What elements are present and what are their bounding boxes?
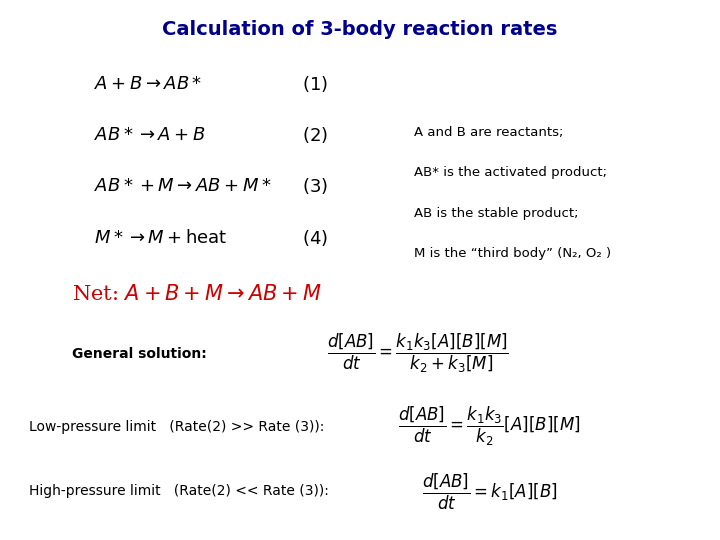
Text: $A + B \rightarrow AB*$: $A + B \rightarrow AB*$ (94, 75, 202, 93)
Text: Calculation of 3-body reaction rates: Calculation of 3-body reaction rates (162, 20, 558, 39)
Text: A and B are reactants;: A and B are reactants; (414, 126, 563, 139)
Text: $(4)$: $(4)$ (302, 227, 328, 248)
Text: $(1)$: $(1)$ (302, 73, 328, 94)
Text: Low-pressure limit   (Rate(2) >> Rate (3)):: Low-pressure limit (Rate(2) >> Rate (3))… (29, 420, 324, 434)
Text: AB* is the activated product;: AB* is the activated product; (414, 166, 607, 179)
Text: $AB* \rightarrow A + B$: $AB* \rightarrow A + B$ (94, 126, 205, 144)
Text: AB is the stable product;: AB is the stable product; (414, 207, 578, 220)
Text: General solution:: General solution: (72, 347, 207, 361)
Text: M is the “third body” (N₂, O₂ ): M is the “third body” (N₂, O₂ ) (414, 247, 611, 260)
Text: High-pressure limit   (Rate(2) << Rate (3)):: High-pressure limit (Rate(2) << Rate (3)… (29, 484, 328, 498)
Text: $M* \rightarrow M + \mathrm{heat}$: $M* \rightarrow M + \mathrm{heat}$ (94, 228, 227, 247)
Text: $(3)$: $(3)$ (302, 176, 328, 197)
Text: $AB*+M \rightarrow AB + M*$: $AB*+M \rightarrow AB + M*$ (94, 177, 271, 195)
Text: $(2)$: $(2)$ (302, 125, 328, 145)
Text: Net: $A + B + M \rightarrow AB + M$: Net: $A + B + M \rightarrow AB + M$ (72, 284, 322, 305)
Text: $\dfrac{d[AB]}{dt} = \dfrac{k_1 k_3 [A][B][M]}{k_2 + k_3[M]}$: $\dfrac{d[AB]}{dt} = \dfrac{k_1 k_3 [A][… (327, 332, 508, 375)
Text: $\dfrac{d[AB]}{dt} = k_1[A][B]$: $\dfrac{d[AB]}{dt} = k_1[A][B]$ (422, 471, 557, 511)
Text: $\dfrac{d[AB]}{dt} = \dfrac{k_1 k_3}{k_2}[A][B][M]$: $\dfrac{d[AB]}{dt} = \dfrac{k_1 k_3}{k_2… (398, 405, 581, 448)
